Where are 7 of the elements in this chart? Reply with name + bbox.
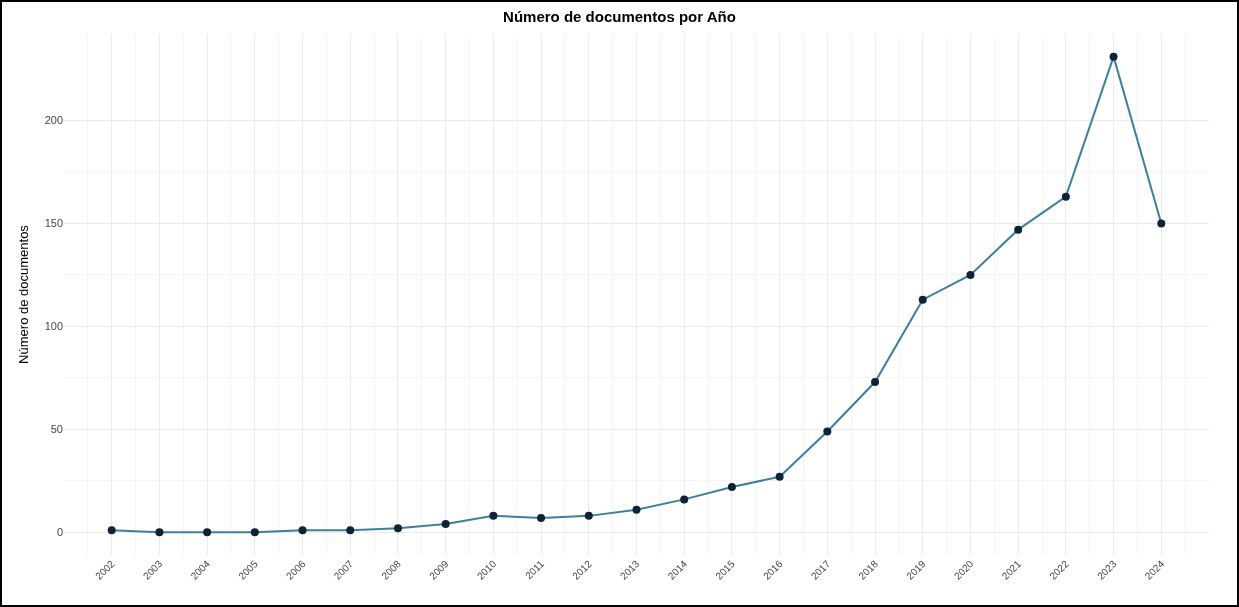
chart-title: Número de documentos por Año: [503, 7, 736, 25]
y-tick-label: 100: [44, 320, 63, 333]
y-tick-label: 150: [44, 217, 63, 230]
y-tick-label: 200: [44, 114, 63, 127]
y-axis-title: Número de documentos: [16, 224, 31, 364]
y-tick-label: 0: [56, 526, 63, 539]
y-tick-label: 50: [50, 423, 63, 436]
